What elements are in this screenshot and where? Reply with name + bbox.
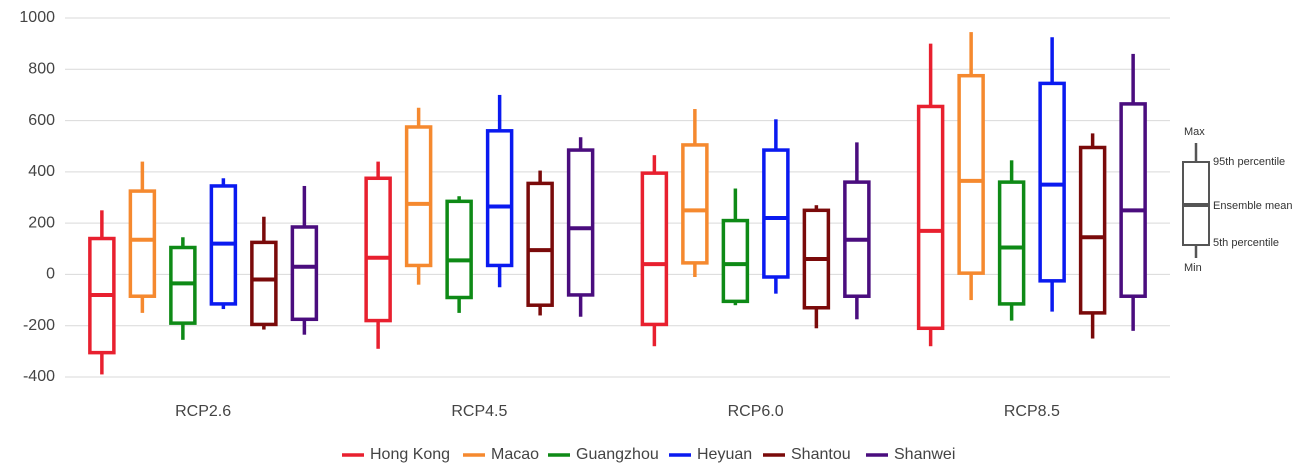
y-tick-label: 200: [28, 214, 55, 231]
box-group: [169, 237, 197, 340]
box-group: [843, 142, 871, 320]
box-group: [404, 107, 433, 285]
box-group: [88, 210, 116, 375]
x-tick-label: RCP4.5: [451, 403, 507, 420]
box-group: [526, 170, 554, 316]
box: [290, 225, 319, 322]
box: [1119, 102, 1147, 298]
legend-label: Heyuan: [697, 446, 752, 463]
legend-label: Guangzhou: [576, 446, 659, 463]
box-group: [290, 185, 319, 335]
box-group: [485, 94, 514, 288]
key-label: Max: [1184, 126, 1205, 138]
box: [128, 189, 157, 298]
x-tick-label: RCP8.5: [1004, 403, 1060, 420]
box-group: [997, 160, 1026, 321]
box-group: [128, 161, 157, 313]
box: [721, 218, 750, 304]
box: [1038, 81, 1066, 283]
x-tick-label: RCP2.6: [175, 403, 231, 420]
y-tick-label: 0: [46, 266, 55, 283]
box-group: [640, 155, 669, 347]
box-group: [721, 188, 750, 306]
y-tick-label: 800: [28, 61, 55, 78]
box-group: [762, 119, 790, 294]
box-group: [250, 216, 278, 330]
box-group: [1119, 53, 1147, 331]
box-key: Max 95th percentile Ensemble mean 5th perce…: [1182, 126, 1293, 274]
box: [957, 73, 985, 275]
legend-label: Shanwei: [894, 446, 955, 463]
y-tick-label: 600: [28, 112, 55, 129]
box: [445, 199, 473, 300]
box-group: [364, 161, 392, 349]
legend-label: Hong Kong: [370, 446, 450, 463]
y-tick-label: -400: [23, 368, 55, 385]
key-label: Ensemble mean: [1213, 200, 1293, 212]
box: [997, 180, 1026, 306]
box-group: [957, 32, 985, 301]
key-label: 5th percentile: [1213, 237, 1279, 249]
box-group: [802, 205, 831, 329]
box: [1078, 145, 1107, 315]
box: [526, 181, 554, 307]
box: [404, 125, 433, 268]
box: [566, 148, 595, 297]
box: [250, 240, 278, 327]
y-tick-label: 1000: [19, 9, 55, 26]
box-group: [209, 178, 238, 310]
x-tick-label: RCP6.0: [728, 403, 784, 420]
box-group: [1078, 133, 1107, 339]
y-tick-label: 400: [28, 163, 55, 180]
box: [762, 148, 790, 279]
box: [681, 143, 709, 265]
legend-label: Macao: [491, 446, 539, 463]
key-label: 95th percentile: [1213, 156, 1285, 168]
box-group: [1038, 37, 1066, 312]
box-group: [445, 196, 473, 313]
box: [916, 104, 945, 331]
key-label: Min: [1184, 262, 1202, 274]
legend-label: Shantou: [791, 446, 851, 463]
box-group: [566, 137, 595, 317]
box: [364, 176, 392, 323]
box: [485, 129, 514, 268]
box-group: [916, 43, 945, 347]
y-tick-label: -200: [23, 317, 55, 334]
box: [640, 171, 669, 327]
box-group: [681, 109, 709, 277]
